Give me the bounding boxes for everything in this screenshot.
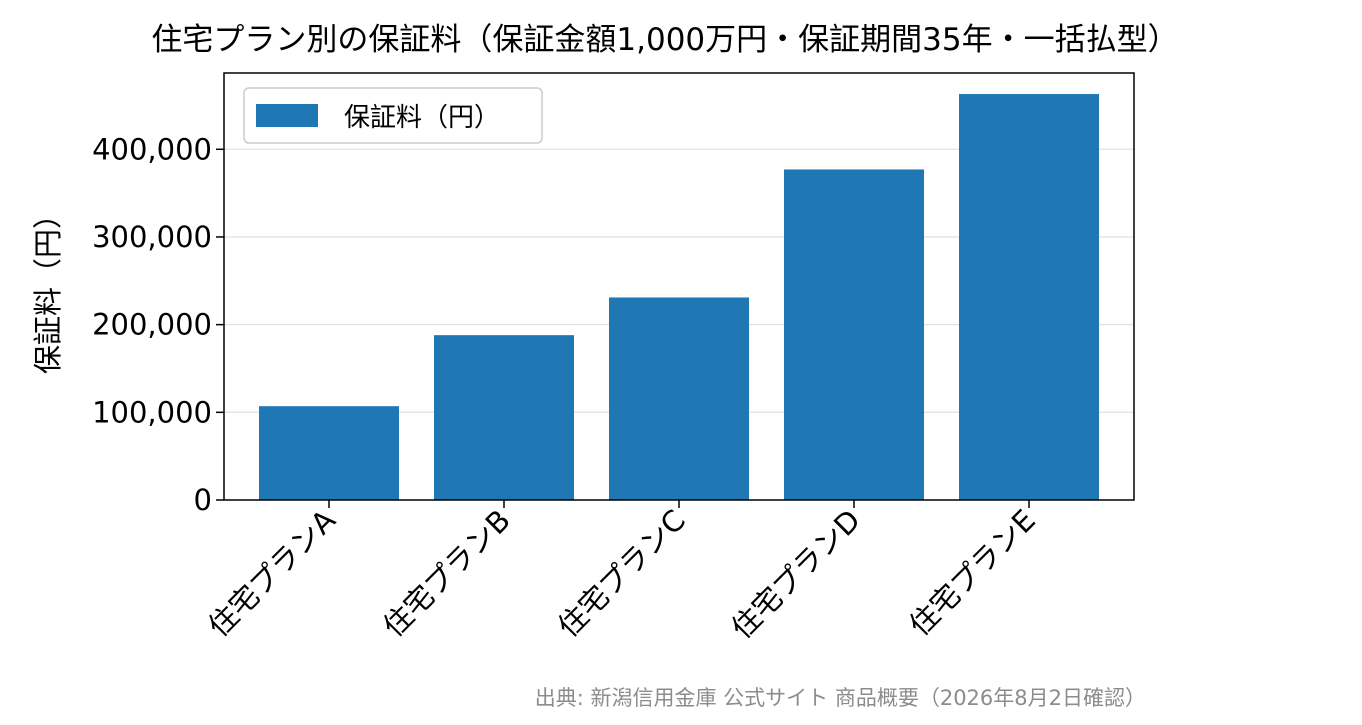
x-tick-label: 住宅プランB — [376, 503, 517, 644]
bar — [434, 335, 574, 500]
source-note: 出典: 新潟信用金庫 公式サイト 商品概要（2026年8月2日確認） — [535, 686, 1146, 710]
x-tick-label: 住宅プランE — [902, 503, 1042, 643]
y-tick-label: 100,000 — [92, 395, 212, 429]
chart-title: 住宅プラン別の保証料（保証金額1,000万円・保証期間35年・一括払型） — [151, 22, 1178, 58]
x-axis-ticks: 住宅プランA 住宅プランB 住宅プランC 住宅プランD 住宅プランE — [201, 500, 1042, 645]
legend-swatch — [256, 104, 318, 127]
x-tick-label: 住宅プランC — [551, 503, 692, 644]
y-tick-label: 400,000 — [92, 132, 212, 166]
bar — [259, 406, 399, 500]
y-tick-label: 0 — [194, 483, 212, 517]
y-axis-label: 保証料（円） — [31, 200, 65, 374]
bar — [784, 169, 924, 500]
x-tick-label: 住宅プランD — [725, 503, 867, 645]
x-tick-label: 住宅プランA — [201, 503, 342, 644]
y-axis-ticks: 0 100,000 200,000 300,000 400,000 — [92, 132, 224, 517]
legend: 保証料（円） — [243, 87, 543, 144]
legend-label: 保証料（円） — [344, 103, 500, 133]
y-tick-label: 200,000 — [92, 308, 212, 342]
bar — [959, 94, 1099, 500]
legend-box — [243, 87, 543, 144]
bar — [609, 297, 749, 500]
y-tick-label: 300,000 — [92, 220, 212, 254]
bars — [259, 94, 1099, 500]
